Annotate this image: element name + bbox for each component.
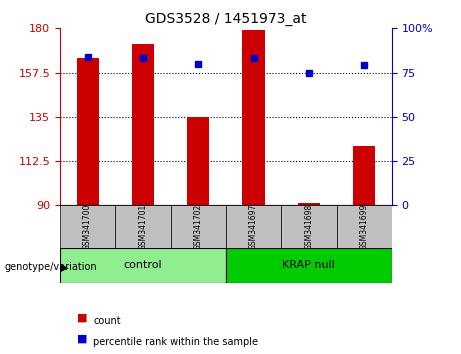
Text: GSM341699: GSM341699 bbox=[360, 203, 369, 250]
FancyBboxPatch shape bbox=[60, 205, 115, 248]
Text: GSM341700: GSM341700 bbox=[83, 203, 92, 250]
Text: GSM341701: GSM341701 bbox=[138, 204, 148, 250]
Text: percentile rank within the sample: percentile rank within the sample bbox=[93, 337, 258, 347]
FancyBboxPatch shape bbox=[60, 248, 226, 283]
Bar bbox=[353, 146, 375, 205]
Title: GDS3528 / 1451973_at: GDS3528 / 1451973_at bbox=[145, 12, 307, 26]
Text: ▶: ▶ bbox=[60, 262, 68, 272]
Text: genotype/variation: genotype/variation bbox=[5, 262, 97, 272]
FancyBboxPatch shape bbox=[226, 248, 392, 283]
FancyBboxPatch shape bbox=[115, 205, 171, 248]
Text: count: count bbox=[93, 316, 121, 326]
Text: ■: ■ bbox=[77, 313, 87, 323]
Bar bbox=[242, 30, 265, 205]
Bar bbox=[187, 117, 209, 205]
Text: control: control bbox=[124, 261, 162, 270]
Text: GSM341702: GSM341702 bbox=[194, 204, 203, 250]
FancyBboxPatch shape bbox=[171, 205, 226, 248]
Bar bbox=[298, 203, 320, 205]
FancyBboxPatch shape bbox=[337, 205, 392, 248]
Text: ■: ■ bbox=[77, 334, 87, 344]
Bar bbox=[77, 58, 99, 205]
FancyBboxPatch shape bbox=[226, 205, 281, 248]
Text: KRAP null: KRAP null bbox=[283, 261, 335, 270]
FancyBboxPatch shape bbox=[281, 205, 337, 248]
Bar bbox=[132, 44, 154, 205]
Text: GSM341698: GSM341698 bbox=[304, 204, 313, 250]
Text: GSM341697: GSM341697 bbox=[249, 203, 258, 250]
